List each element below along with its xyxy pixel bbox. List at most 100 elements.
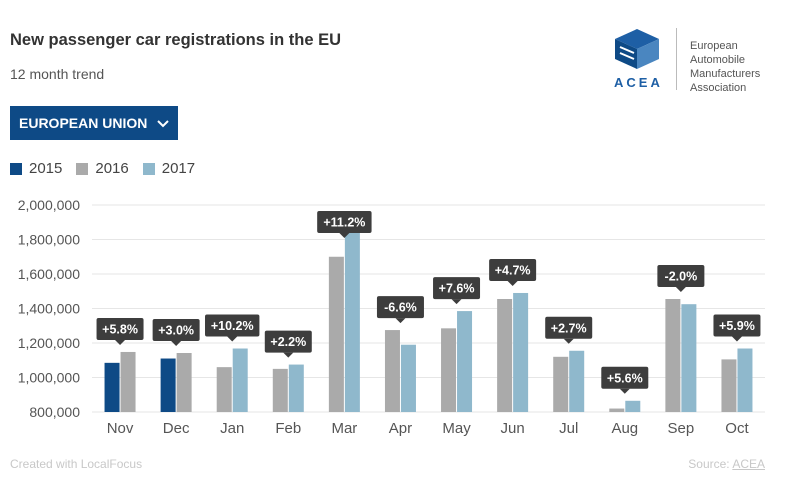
bar-2016 xyxy=(441,328,457,412)
bar-2017 xyxy=(344,223,360,412)
legend-item-2016[interactable]: 2016 xyxy=(76,160,129,177)
legend-item-2017[interactable]: 2017 xyxy=(142,160,195,177)
bar-2016 xyxy=(216,367,232,412)
change-label: +2.7% xyxy=(551,321,587,335)
bar-2016 xyxy=(272,368,288,412)
change-badge-pointer xyxy=(675,287,686,293)
x-tick-label: Jan xyxy=(220,420,244,437)
y-tick-label: 1,600,000 xyxy=(18,266,80,282)
bar-2017 xyxy=(400,344,416,412)
y-tick-label: 2,000,000 xyxy=(18,197,80,213)
bar-2016 xyxy=(120,351,136,412)
y-tick-label: 1,800,000 xyxy=(18,232,80,248)
logo-line-4: Association xyxy=(690,82,747,94)
change-label: +10.2% xyxy=(211,319,254,333)
bar-2016 xyxy=(328,256,344,412)
bar-2016 xyxy=(721,359,737,412)
change-badge xyxy=(205,314,260,337)
change-label: +2.2% xyxy=(270,335,306,349)
change-badge-pointer xyxy=(507,280,518,286)
region-dropdown-label: EUROPEAN UNION xyxy=(19,115,148,131)
logo-line-1: European xyxy=(690,40,738,52)
bar-2015 xyxy=(104,362,120,412)
x-tick-label: Apr xyxy=(389,420,412,437)
change-badge xyxy=(264,330,312,353)
change-label: +5.6% xyxy=(607,371,643,385)
change-badge xyxy=(657,265,705,288)
x-tick-label: Sep xyxy=(668,420,695,437)
x-tick-label: Oct xyxy=(725,420,749,437)
y-tick-label: 800,000 xyxy=(29,404,80,420)
chart-subtitle: 12 month trend xyxy=(10,66,105,82)
change-badge xyxy=(152,319,200,342)
y-tick-label: 1,200,000 xyxy=(18,335,80,351)
legend-swatch-2015 xyxy=(10,162,22,175)
change-badge xyxy=(376,296,424,319)
bar-2016 xyxy=(384,330,400,412)
change-badge xyxy=(601,366,649,389)
change-label: -6.6% xyxy=(384,301,417,315)
footer-source: Source: ACEA xyxy=(688,457,765,471)
change-badge-pointer xyxy=(451,299,462,305)
footer-source-link[interactable]: ACEA xyxy=(732,457,765,471)
change-badge-pointer xyxy=(283,352,294,358)
change-label: +11.2% xyxy=(323,216,365,230)
change-badge-pointer xyxy=(115,339,126,345)
change-badge xyxy=(317,211,372,233)
x-tick-label: Aug xyxy=(611,420,638,437)
change-label: +4.7% xyxy=(495,263,531,277)
logo-text: European Automobile Manufacturers Associ… xyxy=(690,39,760,95)
y-tick-label: 1,000,000 xyxy=(18,370,80,386)
acea-logo-icon xyxy=(612,25,662,78)
change-label: +3.0% xyxy=(158,324,194,338)
bar-2015 xyxy=(160,358,176,412)
legend-swatch-2017 xyxy=(142,162,155,175)
bar-2016 xyxy=(176,353,192,412)
chevron-down-icon xyxy=(157,115,170,131)
change-badge-pointer xyxy=(339,233,350,238)
x-tick-label: Nov xyxy=(107,420,134,437)
change-badge xyxy=(489,258,537,281)
change-badge-pointer xyxy=(619,388,630,394)
bar-2016 xyxy=(665,299,681,412)
y-tick-label: 1,400,000 xyxy=(18,301,80,317)
logo-line-2: Automobile xyxy=(690,54,746,66)
bar-2017 xyxy=(737,348,753,412)
change-badge xyxy=(545,316,593,339)
x-tick-label: Jul xyxy=(559,420,578,437)
legend-item-2015[interactable]: 2015 xyxy=(10,160,62,177)
legend-label-2015: 2015 xyxy=(29,160,63,177)
bar-2017 xyxy=(232,348,248,412)
legend-label-2016: 2016 xyxy=(95,160,129,177)
bar-2016 xyxy=(497,299,513,412)
change-label: +5.8% xyxy=(102,322,138,336)
change-label: -2.0% xyxy=(665,270,698,284)
change-label: +7.6% xyxy=(439,282,475,296)
region-dropdown[interactable]: EUROPEAN UNION xyxy=(10,106,178,140)
x-tick-label: Mar xyxy=(331,420,357,437)
change-badge xyxy=(433,277,481,300)
x-tick-label: Feb xyxy=(275,420,301,437)
legend-swatch-2016 xyxy=(76,162,89,175)
bar-2017 xyxy=(457,311,473,412)
change-badge-pointer xyxy=(731,336,742,342)
footer-source-prefix: Source: xyxy=(688,457,733,471)
footer-credit: Created with LocalFocus xyxy=(10,457,143,471)
change-badge-pointer xyxy=(563,338,574,344)
change-label: +5.9% xyxy=(719,319,755,333)
bar-2016 xyxy=(553,356,569,412)
chart-title: New passenger car registrations in the E… xyxy=(10,31,342,49)
bar-2016 xyxy=(609,408,625,412)
logo-wordmark: ACEA xyxy=(614,75,663,90)
x-tick-label: May xyxy=(442,420,471,437)
legend: 2015 2016 2017 xyxy=(10,160,209,177)
bar-2017 xyxy=(513,292,529,412)
x-tick-label: Dec xyxy=(163,420,190,437)
change-badge xyxy=(96,317,144,340)
x-tick-label: Jun xyxy=(501,420,525,437)
logo-divider xyxy=(676,28,677,90)
bar-2017 xyxy=(569,350,585,412)
change-badge-pointer xyxy=(227,336,238,342)
change-badge-pointer xyxy=(171,341,182,347)
